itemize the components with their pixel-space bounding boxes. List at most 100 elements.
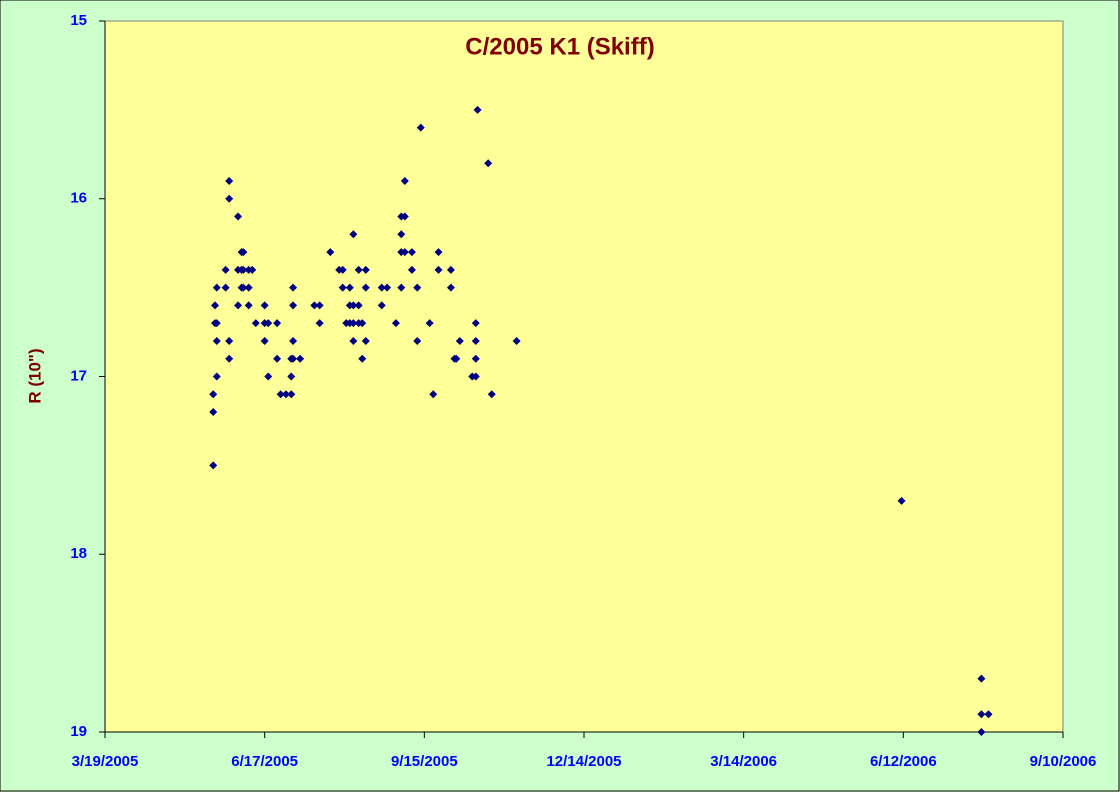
data-point bbox=[281, 390, 290, 399]
y-tick-label: 15 bbox=[70, 12, 87, 29]
data-point bbox=[338, 265, 347, 274]
data-point bbox=[354, 301, 363, 310]
data-point bbox=[315, 301, 324, 310]
data-point bbox=[225, 354, 234, 363]
data-point bbox=[260, 336, 269, 345]
data-point bbox=[984, 710, 993, 719]
y-tick-label: 17 bbox=[70, 367, 87, 384]
data-point bbox=[455, 336, 464, 345]
data-point bbox=[273, 354, 282, 363]
y-tick-label: 16 bbox=[70, 190, 87, 207]
data-point bbox=[429, 390, 438, 399]
data-point bbox=[434, 265, 443, 274]
data-point bbox=[210, 301, 219, 310]
data-point bbox=[289, 336, 298, 345]
data-point bbox=[248, 265, 257, 274]
data-point bbox=[413, 283, 422, 292]
data-point bbox=[400, 176, 409, 185]
data-point bbox=[349, 336, 358, 345]
data-point bbox=[471, 319, 480, 328]
data-point bbox=[260, 301, 269, 310]
data-point bbox=[358, 319, 367, 328]
data-point bbox=[487, 390, 496, 399]
data-point bbox=[977, 674, 986, 683]
data-point bbox=[397, 283, 406, 292]
data-point bbox=[221, 283, 230, 292]
data-point bbox=[212, 372, 221, 381]
data-point bbox=[361, 283, 370, 292]
x-tick-label: 3/19/2005 bbox=[72, 753, 139, 770]
data-point bbox=[397, 230, 406, 239]
data-point bbox=[361, 265, 370, 274]
data-point bbox=[471, 354, 480, 363]
data-point bbox=[377, 301, 386, 310]
data-point bbox=[212, 336, 221, 345]
data-point bbox=[471, 336, 480, 345]
data-point bbox=[221, 265, 230, 274]
data-point bbox=[326, 248, 335, 257]
data-point bbox=[234, 301, 243, 310]
data-point bbox=[338, 283, 347, 292]
y-axis-label: R (10") bbox=[25, 348, 44, 403]
data-point bbox=[264, 319, 273, 328]
y-tick-label: 19 bbox=[70, 723, 87, 740]
data-point bbox=[413, 336, 422, 345]
data-point bbox=[212, 319, 221, 328]
data-point bbox=[434, 248, 443, 257]
data-point bbox=[289, 301, 298, 310]
data-point bbox=[446, 283, 455, 292]
data-point bbox=[358, 354, 367, 363]
x-tick-label: 12/14/2005 bbox=[546, 753, 621, 770]
data-point bbox=[383, 283, 392, 292]
data-point bbox=[345, 283, 354, 292]
data-point bbox=[349, 319, 358, 328]
data-point bbox=[361, 336, 370, 345]
y-tick-label: 18 bbox=[70, 545, 87, 562]
data-point bbox=[212, 283, 221, 292]
data-point bbox=[897, 496, 906, 505]
data-point bbox=[315, 319, 324, 328]
data-point bbox=[296, 354, 305, 363]
data-point bbox=[276, 390, 285, 399]
x-tick-label: 6/17/2005 bbox=[231, 753, 298, 770]
data-point bbox=[391, 319, 400, 328]
data-point bbox=[446, 265, 455, 274]
data-point bbox=[225, 176, 234, 185]
data-point bbox=[239, 283, 248, 292]
data-point bbox=[289, 283, 298, 292]
data-point bbox=[377, 283, 386, 292]
data-point bbox=[977, 728, 986, 736]
x-tick-label: 6/12/2006 bbox=[870, 753, 937, 770]
data-point bbox=[407, 265, 416, 274]
data-point bbox=[512, 336, 521, 345]
data-point bbox=[471, 372, 480, 381]
data-point bbox=[209, 390, 218, 399]
data-point bbox=[425, 319, 434, 328]
data-point bbox=[484, 159, 493, 168]
data-point bbox=[400, 248, 409, 257]
data-point bbox=[289, 354, 298, 363]
data-point bbox=[264, 372, 273, 381]
data-point bbox=[251, 319, 260, 328]
data-point bbox=[225, 194, 234, 203]
chart-title: C/2005 K1 (Skiff) bbox=[465, 33, 654, 60]
data-point bbox=[239, 265, 248, 274]
data-point bbox=[407, 248, 416, 257]
data-point bbox=[244, 301, 253, 310]
data-point bbox=[287, 372, 296, 381]
data-point bbox=[234, 212, 243, 221]
x-tick-label: 3/14/2006 bbox=[710, 753, 777, 770]
data-point bbox=[209, 408, 218, 417]
data-point bbox=[244, 283, 253, 292]
data-point bbox=[977, 710, 986, 719]
x-tick-label: 9/15/2005 bbox=[391, 753, 458, 770]
data-point bbox=[310, 301, 319, 310]
data-point bbox=[452, 354, 461, 363]
data-point bbox=[354, 265, 363, 274]
data-point bbox=[225, 336, 234, 345]
data-point bbox=[287, 390, 296, 399]
data-point bbox=[239, 248, 248, 257]
data-point bbox=[349, 230, 358, 239]
data-point bbox=[349, 301, 358, 310]
